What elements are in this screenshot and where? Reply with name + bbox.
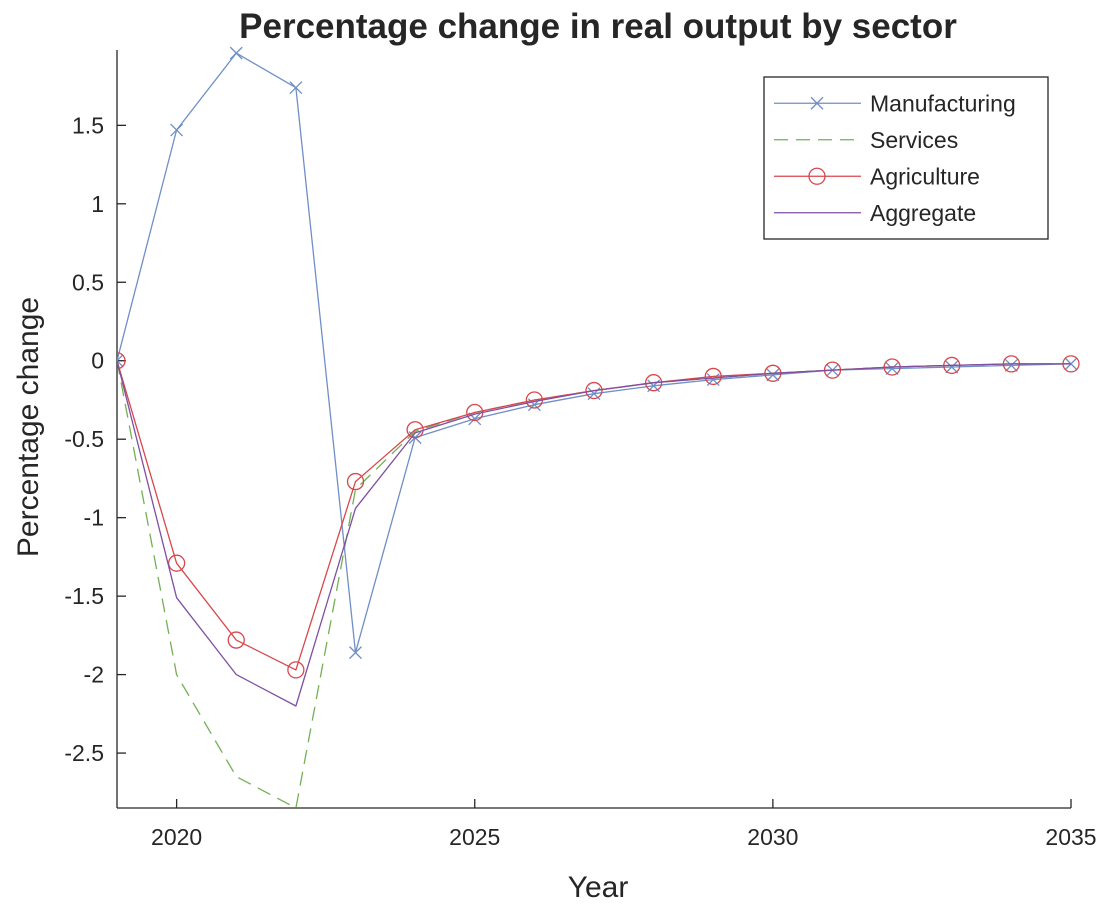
agriculture-point	[227, 631, 245, 649]
legend-marker-agriculture	[808, 167, 826, 185]
agriculture-point	[167, 554, 186, 572]
x-axis-label: Year	[568, 871, 629, 904]
legend-item-manufacturing: Manufacturing	[774, 90, 1016, 116]
manufacturing-point	[289, 81, 303, 95]
legend-marker-manufacturing	[810, 96, 824, 110]
services-line	[117, 360, 1071, 808]
y-tick-label: -0.5	[64, 426, 104, 452]
y-tick-label: -2.5	[64, 740, 104, 766]
y-tick-label: -1	[84, 505, 104, 531]
agriculture-point	[346, 472, 365, 491]
series-services	[117, 360, 1071, 808]
y-tick-label: 1	[91, 191, 104, 217]
agriculture-point	[585, 381, 603, 400]
aggregate-line	[117, 360, 1071, 707]
y-tick-label: 0	[91, 348, 104, 374]
y-tick-label: 0.5	[72, 269, 104, 295]
x-tick-label: 2030	[747, 824, 798, 850]
series-agriculture	[117, 352, 1080, 679]
legend-item-aggregate: Aggregate	[774, 200, 976, 226]
chart-title: Percentage change in real output by sect…	[239, 7, 957, 46]
agriculture-point	[287, 661, 305, 679]
legend-item-services: Services	[774, 127, 958, 153]
legend-label-services: Services	[870, 127, 958, 153]
y-tick-label: -1.5	[64, 583, 104, 609]
y-tick-label: -2	[84, 662, 104, 688]
axes: 2020 2025 2030 2035 -2.5 -2 -1.5 -1 -0.5 0 0.5 1 1.5	[64, 50, 1097, 850]
legend-label-aggregate: Aggregate	[870, 200, 976, 226]
manufacturing-point	[945, 360, 959, 374]
series-layer	[117, 46, 1080, 808]
agriculture-point	[117, 352, 126, 370]
manufacturing-point	[349, 646, 362, 660]
agriculture-line	[117, 360, 1071, 671]
manufacturing-point	[1004, 358, 1018, 372]
manufacturing-point	[885, 362, 899, 376]
x-tick-label: 2020	[151, 824, 202, 850]
x-tick-label: 2035	[1045, 824, 1096, 850]
manufacturing-point	[229, 46, 243, 60]
legend-box	[763, 76, 1049, 240]
series-aggregate	[117, 360, 1071, 707]
legend-item-agriculture: Agriculture	[774, 163, 980, 189]
manufacturing-point	[117, 354, 124, 368]
legend-label-manufacturing: Manufacturing	[870, 90, 1016, 116]
x-tick-label: 2025	[449, 824, 500, 850]
manufacturing-point	[170, 123, 184, 137]
legend: Manufacturing Services Agriculture Aggregat…	[763, 76, 1049, 240]
agriculture-point	[704, 367, 722, 386]
legend-label-agriculture: Agriculture	[870, 163, 980, 189]
y-tick-label: 1.5	[72, 112, 104, 138]
manufacturing-point	[766, 368, 780, 382]
y-axis-label: Percentage change	[12, 297, 45, 557]
